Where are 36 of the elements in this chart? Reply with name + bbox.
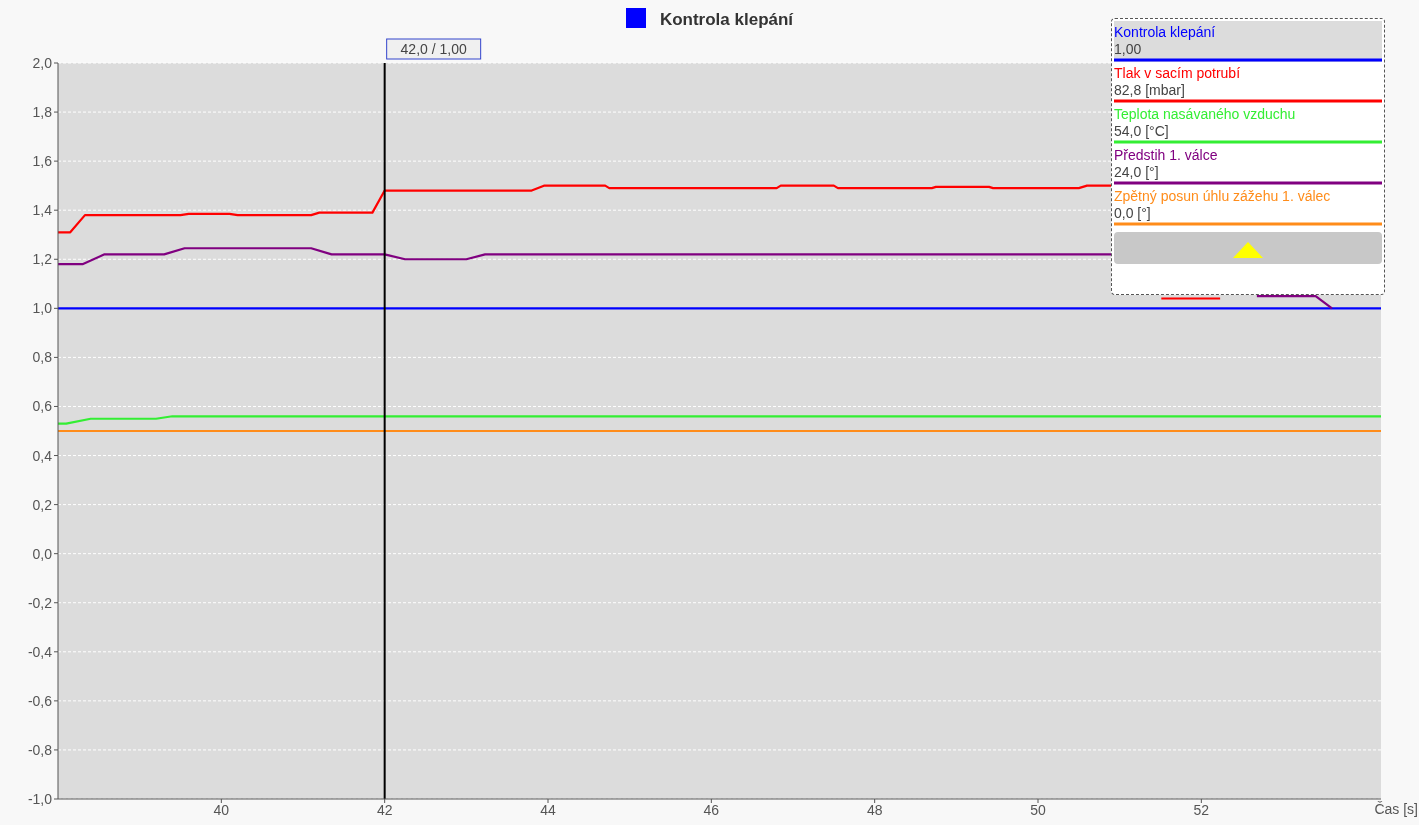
annotation: 0,0 [°]	[1114, 205, 1152, 222]
y-tick-label: 1,4	[32, 202, 53, 219]
x-tick-label: 44	[540, 801, 556, 818]
annotation: 24,0 [°]	[1114, 164, 1160, 181]
x-axis-title: Čas [s]	[1374, 801, 1418, 817]
text: Teplota nasávaného vzduchu	[1114, 106, 1297, 123]
ref-line-label: 42,0 / 1,00	[400, 41, 467, 57]
y-tick-label: 1,2	[32, 251, 53, 268]
annotation: 54,0 [°C]	[1114, 123, 1170, 140]
y-tick-label: 0,0	[32, 545, 53, 562]
y-tick-label: 1,6	[32, 153, 53, 170]
x-tick-label: 42	[376, 801, 393, 818]
y-tick-label: -0,8	[27, 741, 53, 758]
y-tick-label: -0,4	[27, 643, 53, 660]
y-tick-label: -0,2	[27, 594, 53, 611]
text: Tlak v sacím potrubí	[1114, 65, 1242, 82]
text: Kontrola klepání	[1114, 24, 1217, 41]
x-tick-label: 48	[866, 801, 883, 818]
text: 1,00	[1114, 41, 1143, 58]
y-tick-label: 0,4	[32, 447, 53, 464]
x-tick-label: 40	[213, 801, 230, 818]
chart-title: Kontrola klepání	[659, 10, 794, 29]
y-tick-label: 1,0	[32, 300, 53, 317]
y-tick-label: 0,8	[32, 349, 53, 366]
text: Zpětný posun úhlu zážehu 1. válec	[1114, 188, 1332, 205]
x-tick-label: 52	[1193, 801, 1210, 818]
y-tick-label: 1,8	[32, 104, 53, 121]
x-tick-label: 50	[1030, 801, 1046, 818]
y-tick-label: 0,6	[32, 398, 53, 415]
y-tick-label: 2,0	[32, 54, 53, 71]
text: Předstih 1. válce	[1114, 147, 1219, 164]
y-tick-label: -0,6	[27, 692, 53, 709]
annotation: 82,8 [mbar]	[1114, 82, 1186, 99]
x-tick-label: 46	[703, 801, 720, 818]
y-tick-label: -1,0	[27, 790, 53, 807]
y-tick-label: 0,2	[32, 496, 53, 513]
